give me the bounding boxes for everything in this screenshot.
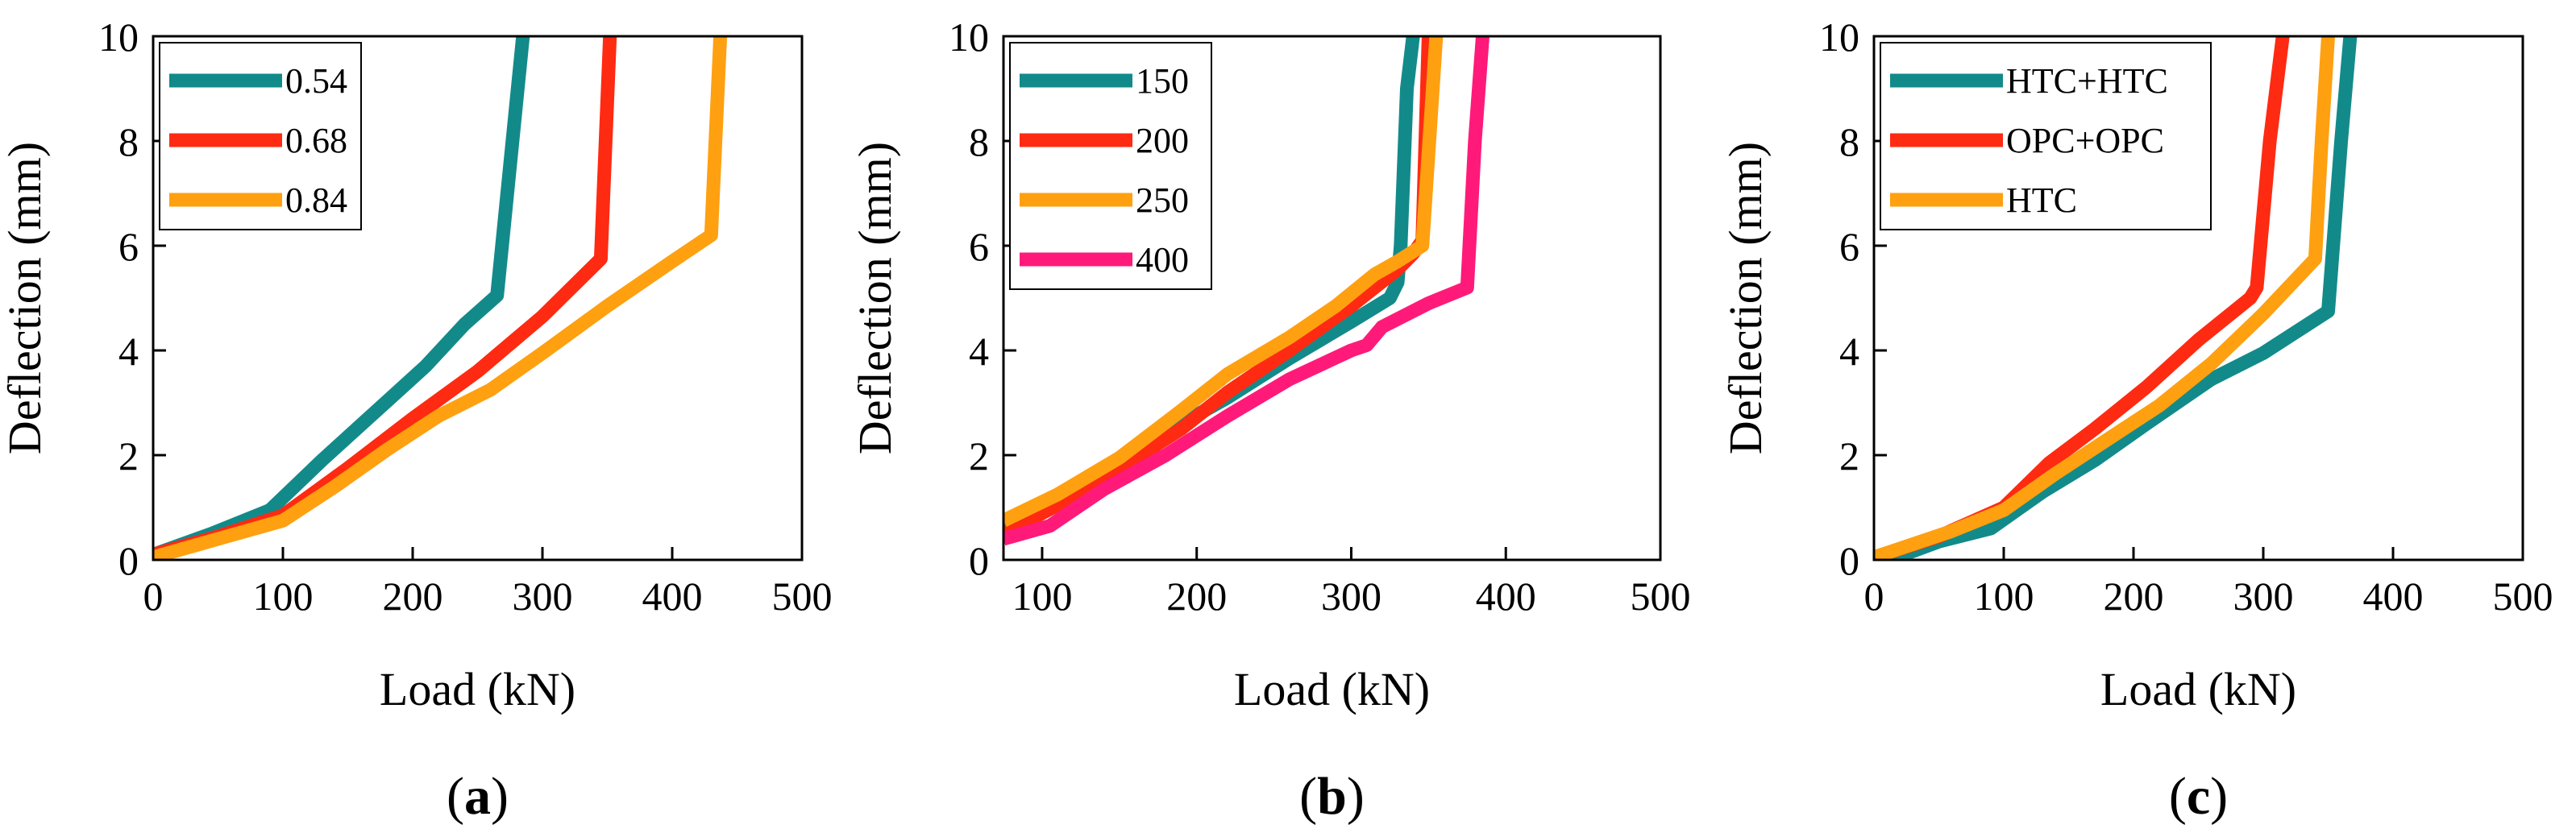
y-tick-label: 6 bbox=[1839, 224, 1859, 269]
caption-paren-open: ( bbox=[2169, 767, 2187, 826]
caption-paren-close: ) bbox=[2210, 767, 2228, 826]
chart-panel-a: 0 100 200 300 400 500 0 2 4 6 8 10 Load (kN) Deflecti… bbox=[0, 15, 833, 826]
y-tick-label: 10 bbox=[1819, 15, 1859, 60]
x-tick-label: 0 bbox=[1864, 574, 1884, 619]
y-tick-label: 10 bbox=[98, 15, 139, 60]
x-tick-label: 200 bbox=[383, 574, 443, 619]
y-tick-label: 4 bbox=[118, 329, 139, 374]
y-tick-label: 4 bbox=[1839, 329, 1859, 374]
x-tick-label: 400 bbox=[642, 574, 703, 619]
x-tick-label: 500 bbox=[2493, 574, 2553, 619]
x-tick-label: 200 bbox=[1166, 574, 1227, 619]
caption-paren-open: ( bbox=[447, 767, 464, 826]
legend-label: OPC+OPC bbox=[2006, 121, 2164, 160]
x-tick-label: 100 bbox=[1974, 574, 2034, 619]
panel-caption: (c) bbox=[2169, 767, 2228, 826]
caption-paren-open: ( bbox=[1299, 767, 1317, 826]
x-tick-label: 100 bbox=[1012, 574, 1072, 619]
y-tick-label: 8 bbox=[118, 119, 139, 164]
x-tick-label: 500 bbox=[1631, 574, 1691, 619]
caption-paren-close: ) bbox=[1347, 767, 1365, 826]
series-line-250 bbox=[1003, 36, 1444, 527]
caption-paren-close: ) bbox=[491, 767, 509, 826]
panel-caption: (a) bbox=[447, 767, 509, 826]
series-line-0-84 bbox=[153, 36, 728, 560]
x-axis-label: Load (kN) bbox=[380, 663, 575, 715]
legend-label: 250 bbox=[1136, 180, 1189, 220]
y-tick-label: 2 bbox=[118, 433, 139, 479]
y-tick-label: 0 bbox=[118, 538, 139, 583]
panel-caption: (b) bbox=[1299, 767, 1365, 826]
legend-label: 0.84 bbox=[285, 180, 347, 220]
x-tick-label: 400 bbox=[1476, 574, 1536, 619]
legend-label: 150 bbox=[1136, 61, 1189, 101]
chart-panel-b: 100 200 300 400 500 0 2 4 6 8 10 Load (kN) Deflectio… bbox=[849, 15, 1691, 826]
legend-label: 0.68 bbox=[285, 121, 347, 160]
plot-frame bbox=[152, 35, 804, 561]
plot-frame bbox=[1872, 35, 2524, 561]
y-tick-label: 6 bbox=[118, 224, 139, 269]
legend-label: 0.54 bbox=[285, 61, 347, 101]
x-tick-label: 0 bbox=[143, 574, 164, 619]
y-tick-label: 8 bbox=[1839, 119, 1859, 164]
legend-label: HTC+HTC bbox=[2006, 61, 2168, 101]
y-axis-label: Deflection (mm) bbox=[1719, 142, 1772, 454]
y-tick-label: 6 bbox=[969, 224, 989, 269]
x-tick-label: 400 bbox=[2363, 574, 2424, 619]
caption-letter: c bbox=[2187, 767, 2210, 826]
series-line-htc bbox=[1874, 36, 2335, 560]
y-tick-label: 2 bbox=[1839, 433, 1859, 479]
y-tick-label: 2 bbox=[969, 433, 989, 479]
y-tick-label: 4 bbox=[969, 329, 989, 374]
series-line-htc-htc bbox=[1887, 36, 2358, 560]
series-line-400 bbox=[1003, 36, 1490, 546]
plot-frame bbox=[1002, 35, 1662, 561]
y-tick-label: 0 bbox=[969, 538, 989, 583]
caption-letter: b bbox=[1317, 767, 1347, 826]
legend-label: 400 bbox=[1136, 240, 1189, 280]
caption-letter: a bbox=[464, 767, 491, 826]
x-tick-label: 200 bbox=[2104, 574, 2164, 619]
x-tick-label: 300 bbox=[2233, 574, 2294, 619]
legend-label: 200 bbox=[1136, 121, 1189, 160]
legend-label: HTC bbox=[2006, 180, 2077, 220]
chart-panel-c: 0 100 200 300 400 500 0 2 4 6 8 10 Load (kN) Deflecti… bbox=[1719, 15, 2553, 826]
y-tick-label: 10 bbox=[949, 15, 989, 60]
x-tick-label: 100 bbox=[253, 574, 314, 619]
y-axis-label: Deflection (mm) bbox=[0, 142, 51, 454]
x-axis-label: Load (kN) bbox=[1234, 663, 1430, 715]
x-axis-label: Load (kN) bbox=[2100, 663, 2296, 715]
y-axis-label: Deflection (mm) bbox=[849, 142, 901, 454]
x-tick-label: 300 bbox=[513, 574, 573, 619]
y-tick-label: 0 bbox=[1839, 538, 1859, 583]
y-tick-label: 8 bbox=[969, 119, 989, 164]
x-tick-label: 500 bbox=[772, 574, 833, 619]
x-tick-label: 300 bbox=[1321, 574, 1381, 619]
